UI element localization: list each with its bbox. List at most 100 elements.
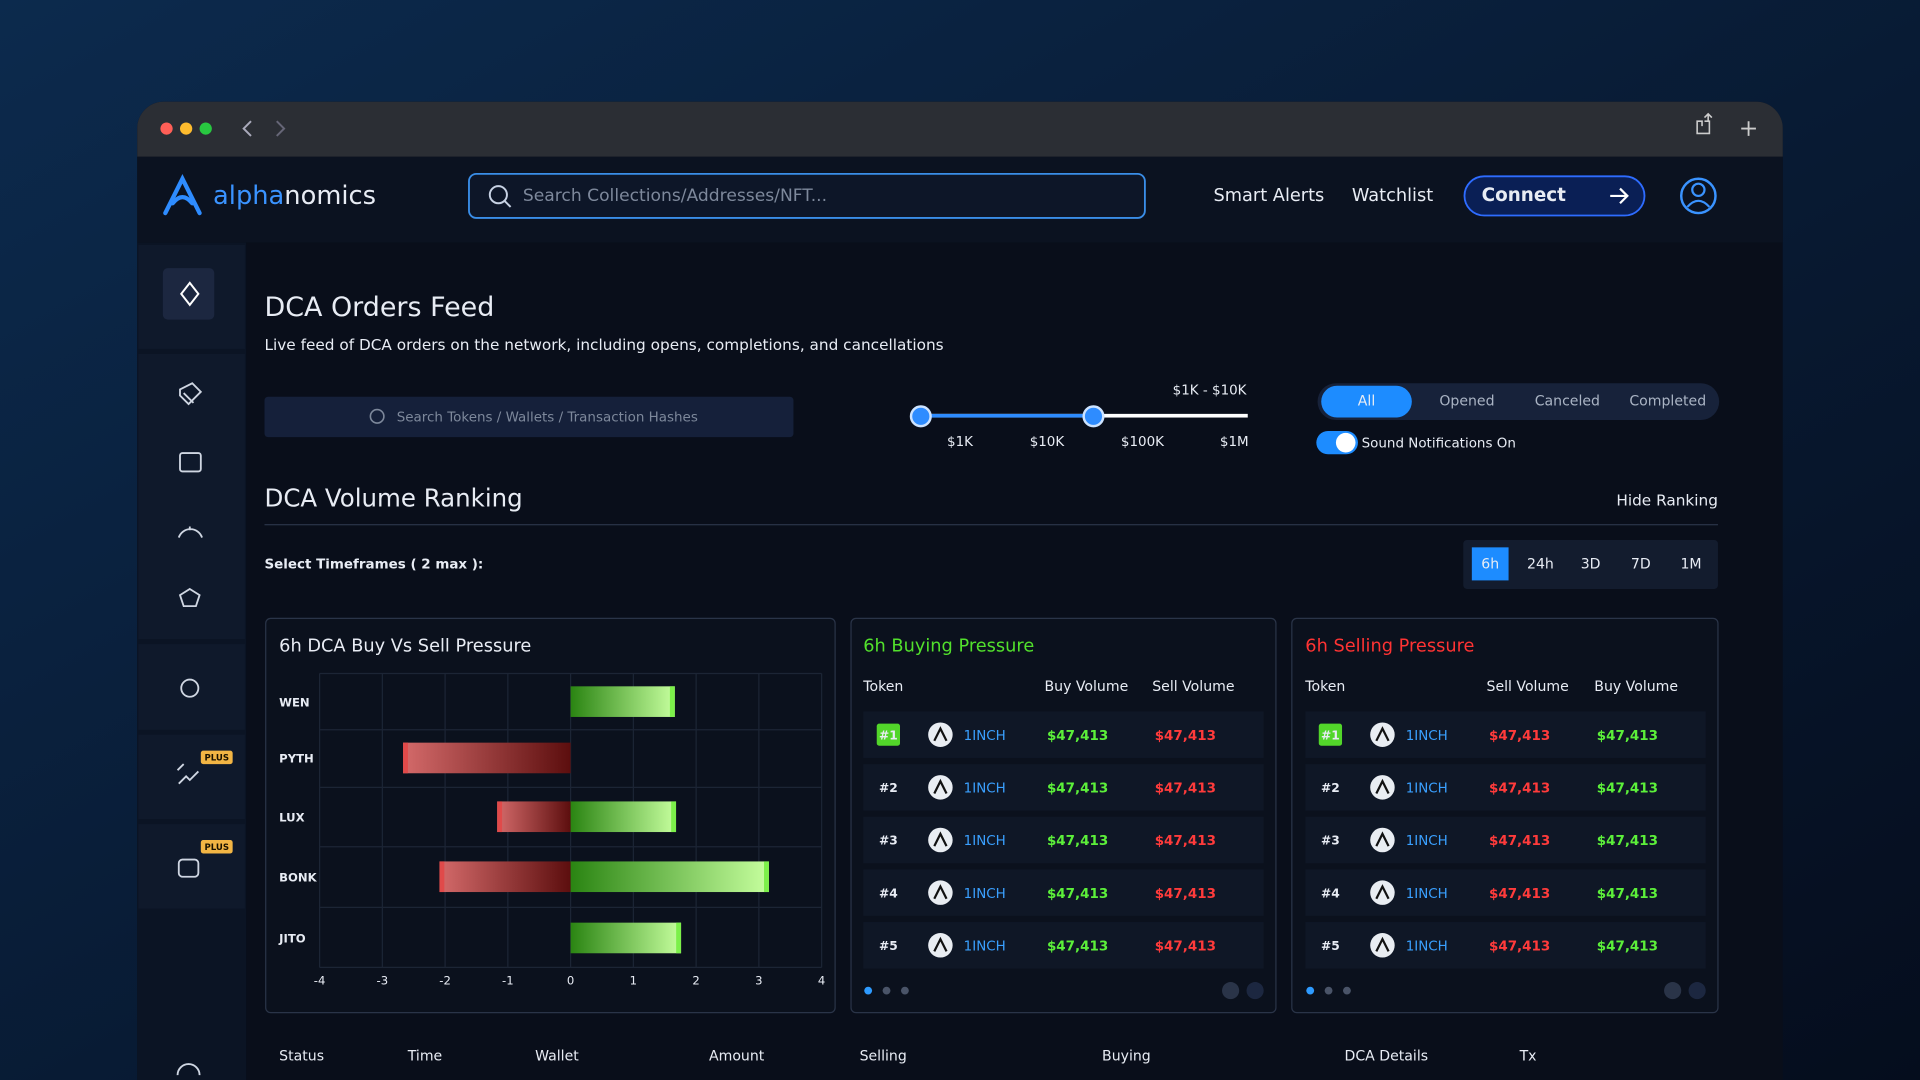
timeframe[interactable]: 24h (1527, 556, 1554, 572)
x-tick-label: -1 (502, 973, 514, 987)
timeframe[interactable]: 1M (1680, 556, 1701, 572)
timeframe-group (1463, 540, 1718, 589)
volume: $47,413 (1047, 729, 1108, 744)
tab-label[interactable]: Opened (1439, 394, 1494, 410)
tab-label[interactable]: Canceled (1535, 394, 1600, 410)
icon[interactable] (176, 763, 200, 785)
bar-cap (439, 861, 445, 893)
icon[interactable] (176, 1063, 201, 1076)
y-tick-label: BONK (279, 870, 317, 884)
search-icon (369, 408, 385, 424)
token-name[interactable]: 1INCH (1406, 834, 1448, 849)
icon[interactable] (179, 382, 203, 406)
icon[interactable] (178, 587, 201, 608)
token-name[interactable]: 1INCH (964, 834, 1006, 849)
icon[interactable] (179, 452, 202, 473)
plus-badge (200, 750, 233, 765)
rank-badge (1318, 723, 1343, 746)
sidebar-group (138, 824, 245, 909)
page-dot[interactable] (900, 986, 909, 995)
page-dot[interactable] (1343, 986, 1351, 995)
orders-column: Tx (1519, 1049, 1537, 1065)
token-name[interactable]: 1INCH (964, 887, 1006, 902)
icon[interactable] (177, 526, 203, 538)
page-dot[interactable] (864, 986, 873, 995)
y-tick-label: PYTH (279, 752, 314, 766)
share-button[interactable] (1696, 112, 1713, 135)
orders-column: Status (279, 1049, 324, 1065)
token-name[interactable]: 1INCH (964, 729, 1006, 744)
title-bar (137, 101, 1783, 157)
profile-body (1686, 199, 1711, 208)
icon[interactable] (177, 858, 200, 878)
nav-link[interactable]: Smart Alerts (1213, 186, 1324, 206)
volume: $47,413 (1489, 729, 1550, 744)
chart: -4 -3 -2 -1 0 1 2 3 4 WEN PYTH LUX BONK JITO (278, 672, 825, 987)
global-search[interactable] (468, 172, 1146, 219)
next-page[interactable] (1688, 982, 1706, 1000)
x-tick-label: -3 (377, 973, 389, 987)
rank: #4 (879, 886, 898, 900)
tab-label[interactable]: All (1358, 394, 1375, 410)
bar (570, 922, 682, 954)
plus-badge-label: PLUS (204, 843, 229, 853)
nav-link[interactable]: Watchlist (1352, 186, 1433, 206)
back-button[interactable] (242, 120, 252, 137)
token-name[interactable]: 1INCH (1406, 729, 1448, 744)
profile-button[interactable] (1680, 177, 1717, 215)
token-name[interactable]: 1INCH (1406, 940, 1448, 955)
sidebar-group (138, 644, 245, 730)
bar-cap (676, 922, 682, 954)
volume: $47,413 (1155, 782, 1216, 797)
new-tab-button[interactable] (1741, 121, 1756, 136)
timeframe[interactable]: 3D (1581, 556, 1601, 572)
token-icon-glyph (933, 884, 948, 900)
sidebar-item-active[interactable] (162, 268, 215, 320)
plus-badge-label: PLUS (204, 753, 229, 763)
token-name[interactable]: 1INCH (964, 782, 1006, 797)
volume: $47,413 (1489, 782, 1550, 797)
slider-handle[interactable] (1082, 405, 1105, 428)
slider-handle[interactable] (909, 405, 932, 428)
close-dot[interactable] (160, 122, 173, 135)
prev-page[interactable] (1222, 982, 1240, 1000)
timeframe[interactable]: 7D (1631, 556, 1651, 572)
search-placeholder: Search Collections/Addresses/NFT... (523, 186, 827, 206)
timeframe[interactable]: 6h (1481, 556, 1499, 572)
volume: $47,413 (1047, 887, 1108, 902)
search-icon (488, 185, 508, 205)
bar (570, 801, 677, 833)
page-dot[interactable] (1306, 986, 1315, 995)
page-dot[interactable] (1324, 986, 1333, 995)
forward-button[interactable] (276, 120, 286, 137)
feed-search[interactable] (264, 396, 794, 438)
timeframe-active[interactable] (1471, 547, 1509, 581)
connect-button[interactable] (1463, 175, 1646, 217)
token-name[interactable]: 1INCH (964, 940, 1006, 955)
tab-active[interactable] (1321, 385, 1412, 418)
token-name[interactable]: 1INCH (1406, 887, 1448, 902)
minimize-dot[interactable] (180, 122, 193, 135)
icon[interactable] (180, 678, 200, 698)
bar (439, 861, 571, 893)
token-name[interactable]: 1INCH (1406, 782, 1448, 797)
column-header: Buy Volume (1594, 679, 1678, 695)
page-dot[interactable] (882, 986, 891, 995)
x-tick-label: 4 (818, 973, 825, 987)
orders-column: Selling (860, 1049, 907, 1065)
next-page[interactable] (1246, 982, 1264, 1000)
prev-page[interactable] (1664, 982, 1682, 1000)
bar (570, 686, 675, 717)
feed-title: DCA Orders Feed (264, 292, 494, 323)
status-tabs (1317, 383, 1720, 420)
volume: $47,413 (1047, 782, 1108, 797)
range-tick: $1K (947, 435, 974, 450)
range-tick: $1M (1220, 435, 1249, 450)
column-header: Buy Volume (1044, 679, 1128, 695)
hide-ranking[interactable]: Hide Ranking (1616, 491, 1718, 509)
tab-label[interactable]: Completed (1629, 394, 1706, 410)
connect-arrow (1610, 187, 1629, 205)
toggle-knob (1335, 432, 1356, 453)
volume: $47,413 (1489, 940, 1550, 955)
zoom-dot[interactable] (199, 122, 212, 135)
